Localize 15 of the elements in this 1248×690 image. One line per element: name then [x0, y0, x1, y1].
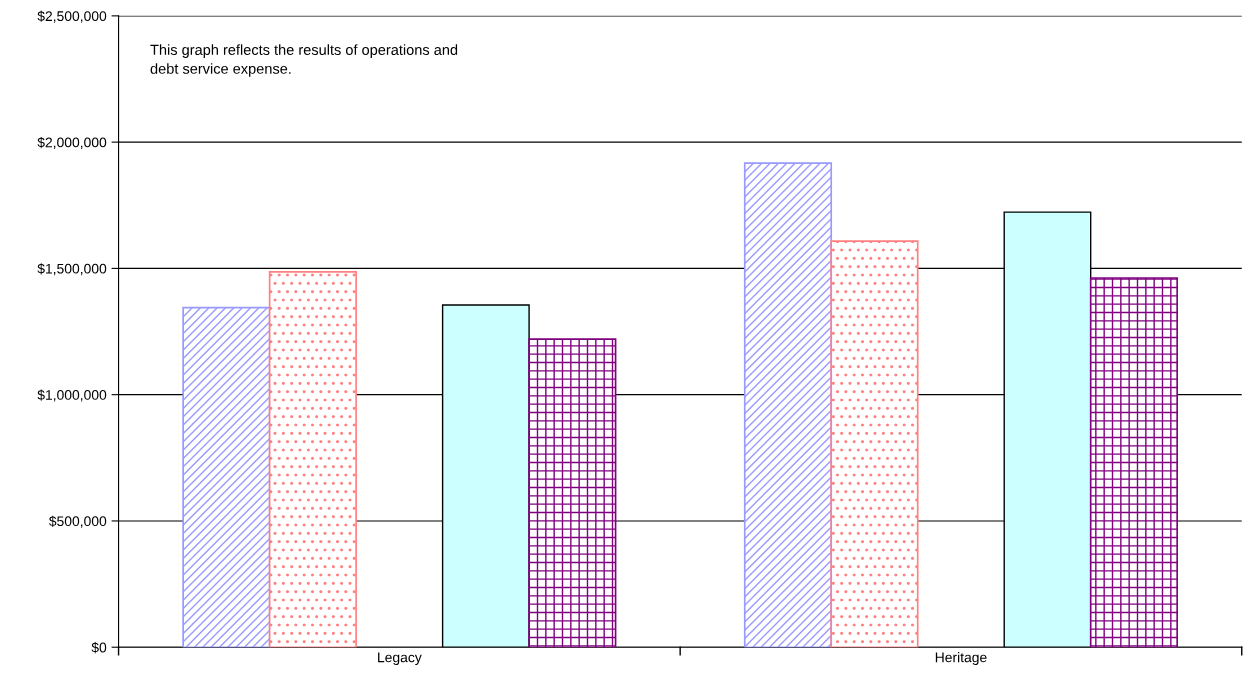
bar: [1089, 277, 1179, 648]
x-tick-label: Heritage: [935, 652, 987, 666]
bar: [743, 162, 833, 648]
annotation: This graph reflects the results of operations and debt service expense.: [150, 44, 458, 77]
y-tick-label: $0: [91, 641, 107, 654]
bar: [182, 306, 271, 648]
y-tick-label: $1,500,000: [37, 263, 107, 276]
y-tick-label: $1,000,000: [37, 389, 107, 402]
y-tick-label: $500,000: [48, 515, 107, 528]
bar: [528, 338, 617, 648]
bar: [268, 271, 357, 648]
bar: [830, 240, 919, 648]
x-tick-label: Legacy: [378, 652, 422, 666]
y-tick-label: $2,000,000: [37, 136, 107, 149]
y-tick-label: $2,500,000: [37, 10, 107, 23]
